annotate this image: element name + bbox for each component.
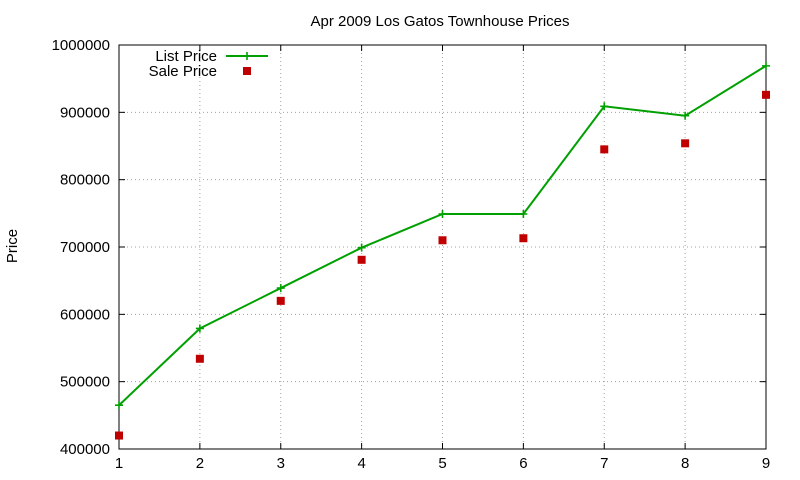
- list-price-point: [357, 243, 366, 252]
- y-tick-label: 400000: [60, 441, 110, 458]
- x-tick-label: 5: [438, 455, 446, 472]
- x-tick-label: 3: [277, 455, 285, 472]
- x-tick-label: 7: [600, 455, 608, 472]
- y-axis-label: Price: [4, 229, 21, 263]
- list-price-point: [115, 401, 123, 410]
- list-price-point: [438, 210, 447, 219]
- sale-price-point: [115, 431, 123, 440]
- plot-area: [115, 61, 770, 440]
- x-tick-label: 9: [762, 455, 770, 472]
- list-price-point: [276, 284, 285, 293]
- grid-lines: [119, 45, 766, 449]
- y-tick-label: 800000: [60, 172, 110, 189]
- list-price-point: [600, 102, 609, 111]
- chart-title: Apr 2009 Los Gatos Townhouse Prices: [310, 13, 569, 30]
- sale-price-point: [438, 236, 447, 245]
- legend-marker-sale-price: [243, 67, 251, 75]
- legend-label-list-price: List Price: [155, 48, 217, 65]
- sale-price-point: [600, 145, 609, 154]
- x-tick-label: 6: [519, 455, 527, 472]
- y-tick-label: 500000: [60, 374, 110, 391]
- x-tick-label: 8: [681, 455, 689, 472]
- x-tick-label: 2: [196, 455, 204, 472]
- x-tick-label: 1: [115, 455, 123, 472]
- y-tick-label: 1000000: [52, 37, 110, 54]
- sale-price-point: [681, 139, 690, 148]
- axes: 1 2 3 4 5 6 7 8 9 400000 500000 600000 700000 800000 9…: [52, 37, 771, 472]
- y-tick-label: 900000: [60, 104, 110, 121]
- sale-price-point: [357, 255, 366, 264]
- list-price-point: [195, 324, 204, 333]
- y-tick-label: 700000: [60, 239, 110, 256]
- list-price-point: [762, 61, 770, 70]
- sale-price-point: [276, 296, 285, 305]
- y-tick-label: 600000: [60, 306, 110, 323]
- list-price-line: [118, 65, 767, 406]
- sale-price-point: [195, 354, 204, 363]
- sale-price-point: [762, 90, 770, 99]
- list-price-point: [681, 111, 690, 120]
- legend-marker-list-price: [243, 52, 251, 60]
- list-price-point: [519, 210, 528, 219]
- sale-price-point: [519, 234, 528, 243]
- x-tick-label: 4: [357, 455, 365, 472]
- legend-label-sale-price: Sale Price: [149, 63, 217, 80]
